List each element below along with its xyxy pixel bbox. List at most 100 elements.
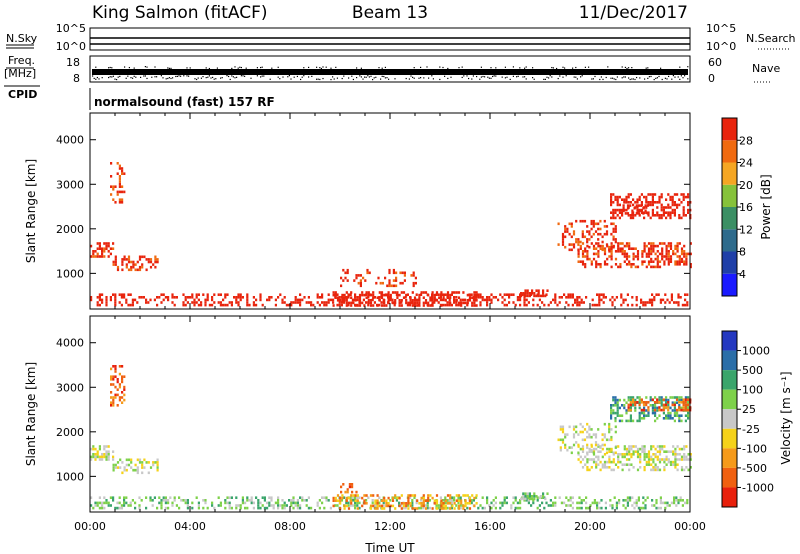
radar-cell xyxy=(624,298,627,302)
radar-cell xyxy=(345,299,348,302)
radar-cell xyxy=(446,502,450,505)
nave-point xyxy=(522,76,524,78)
nave-point xyxy=(533,78,535,80)
radar-cell xyxy=(123,172,126,175)
radar-cell xyxy=(590,435,593,439)
radar-cell xyxy=(508,301,511,304)
radar-cell xyxy=(147,471,150,475)
radar-cell xyxy=(676,463,679,466)
radar-cell xyxy=(581,230,584,233)
radar-cell xyxy=(674,447,677,451)
radar-cell xyxy=(628,242,631,245)
colorbar-swatch xyxy=(722,370,737,390)
radar-cell xyxy=(666,298,669,302)
radar-cell xyxy=(666,504,669,507)
radar-cell xyxy=(361,496,364,500)
radar-cell xyxy=(396,291,399,294)
radar-cell xyxy=(542,495,545,498)
nave-point xyxy=(368,76,370,78)
radar-cell xyxy=(341,293,344,297)
radar-cell xyxy=(654,404,657,407)
radar-cell xyxy=(263,496,266,499)
radar-cell xyxy=(219,501,222,505)
radar-cell xyxy=(629,406,632,410)
radar-cell xyxy=(127,260,131,264)
radar-cell xyxy=(462,494,465,497)
radar-cell xyxy=(206,296,209,299)
nave-point xyxy=(290,78,292,80)
radar-cell xyxy=(389,298,392,302)
radar-cell xyxy=(512,496,515,499)
radar-cell xyxy=(101,504,104,507)
radar-cell xyxy=(654,468,657,472)
radar-cell xyxy=(366,268,369,272)
radar-cell xyxy=(675,504,678,507)
radar-cell xyxy=(363,502,366,505)
nave-point xyxy=(544,78,546,80)
radar-cell xyxy=(589,504,592,507)
radar-cell xyxy=(575,238,578,241)
radar-cell xyxy=(112,468,115,472)
radar-cell xyxy=(241,496,244,499)
radar-cell xyxy=(224,506,227,510)
radar-cell xyxy=(413,496,416,499)
radar-cell xyxy=(630,445,633,448)
radar-cell xyxy=(388,284,391,288)
radar-cell xyxy=(512,301,515,304)
radar-cell xyxy=(683,250,686,253)
radar-cell xyxy=(577,240,580,244)
radar-cell xyxy=(131,298,134,302)
radar-cell xyxy=(250,496,253,499)
radar-cell xyxy=(586,453,589,456)
radar-cell xyxy=(226,303,229,307)
radar-cell xyxy=(650,445,653,448)
nave-point xyxy=(263,75,265,77)
radar-cell xyxy=(651,195,654,199)
radar-cell xyxy=(686,403,690,407)
radar-cell xyxy=(141,263,144,266)
radar-cell xyxy=(660,206,663,209)
nave-point xyxy=(119,75,121,78)
radar-cell xyxy=(656,206,659,209)
radar-cell xyxy=(411,499,414,502)
radar-cell xyxy=(634,406,637,410)
radar-cell xyxy=(415,293,418,296)
nave-point xyxy=(98,78,100,80)
radar-cell xyxy=(581,260,585,263)
radar-cell xyxy=(663,458,666,461)
radar-cell xyxy=(661,458,664,461)
radar-cell xyxy=(384,276,387,280)
radar-cell xyxy=(613,298,616,302)
radar-cell xyxy=(369,293,373,297)
radar-cell xyxy=(98,496,101,499)
radar-cell xyxy=(614,404,617,407)
radar-cell xyxy=(539,294,542,298)
radar-cell xyxy=(388,279,391,282)
radar-cell xyxy=(683,455,686,459)
radar-cell xyxy=(460,301,463,305)
radar-cell xyxy=(650,260,653,263)
radar-cell xyxy=(413,494,417,497)
radar-cell xyxy=(164,296,167,299)
radar-cell xyxy=(631,496,634,499)
radar-cell xyxy=(629,201,632,204)
radar-cell xyxy=(120,506,123,510)
radar-cell xyxy=(662,403,665,407)
radar-cell xyxy=(114,506,117,510)
radar-cell xyxy=(665,450,668,453)
radar-cell xyxy=(595,263,598,266)
radar-cell xyxy=(639,447,642,451)
radar-cell xyxy=(490,298,493,302)
colorbar-swatch xyxy=(722,467,737,488)
radar-cell xyxy=(143,255,146,259)
radar-cell xyxy=(617,460,620,464)
radar-cell xyxy=(403,279,406,282)
radar-cell xyxy=(270,296,273,299)
radar-cell xyxy=(268,298,271,302)
radar-cell xyxy=(197,293,200,296)
nave-point xyxy=(463,75,465,77)
radar-cell xyxy=(173,496,176,499)
radar-cell xyxy=(619,242,622,245)
radar-cell xyxy=(564,435,567,439)
radar-cell xyxy=(381,281,384,285)
